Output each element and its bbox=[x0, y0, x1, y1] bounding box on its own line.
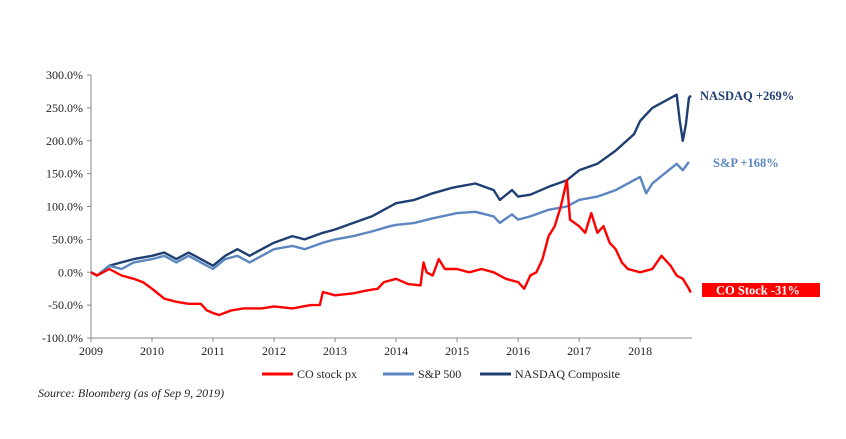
legend-label-sp: S&P 500 bbox=[418, 367, 461, 381]
y-tick-label: 0.0% bbox=[58, 265, 83, 279]
legend-label-nasdaq: NASDAQ Composite bbox=[515, 367, 620, 381]
series-line-co-stock-px bbox=[90, 179, 692, 317]
y-tick-label: 50.0% bbox=[52, 232, 83, 246]
annotation-co: CO Stock -31% bbox=[716, 284, 800, 298]
x-tick-label: 2018 bbox=[628, 344, 652, 358]
annotations: NASDAQ +269% S&P +168% CO Stock -31% bbox=[700, 89, 820, 298]
x-tick-label: 2009 bbox=[79, 344, 103, 358]
y-tick-label: 150.0% bbox=[46, 167, 83, 181]
series-line-s-p-500 bbox=[90, 161, 690, 277]
annotation-sp: S&P +168% bbox=[713, 156, 779, 170]
x-tick-label: 2015 bbox=[445, 344, 469, 358]
x-tick-label: 2016 bbox=[506, 344, 530, 358]
x-tick-label: 2011 bbox=[201, 344, 225, 358]
y-axis: 300.0% 250.0% 200.0% 150.0% 100.0% 50.0% 0.0% -… bbox=[42, 68, 92, 345]
legend-label-co: CO stock px bbox=[297, 367, 357, 381]
y-tick-label: 200.0% bbox=[46, 134, 83, 148]
series-lines bbox=[90, 93, 692, 317]
x-tick-label: 2013 bbox=[323, 344, 347, 358]
annotation-nasdaq: NASDAQ +269% bbox=[700, 89, 794, 103]
y-tick-label: 250.0% bbox=[46, 101, 83, 115]
source-note: Source: Bloomberg (as of Sep 9, 2019) bbox=[38, 386, 225, 400]
x-axis: 2009 2010 2011 2012 2013 2014 2015 2016 2017 2018 bbox=[79, 337, 692, 358]
y-tick-label: -50.0% bbox=[48, 298, 83, 312]
series-line-nasdaq-composite bbox=[90, 93, 692, 277]
x-tick-label: 2012 bbox=[262, 344, 286, 358]
x-tick-label: 2017 bbox=[567, 344, 591, 358]
y-tick-label: 300.0% bbox=[46, 68, 83, 82]
x-tick-label: 2010 bbox=[140, 344, 164, 358]
y-tick-label: -100.0% bbox=[42, 331, 83, 345]
y-tick-label: 100.0% bbox=[46, 200, 83, 214]
x-tick-label: 2014 bbox=[384, 344, 408, 358]
legend: CO stock px S&P 500 NASDAQ Composite bbox=[262, 367, 620, 381]
annotation-co-box bbox=[702, 283, 820, 297]
